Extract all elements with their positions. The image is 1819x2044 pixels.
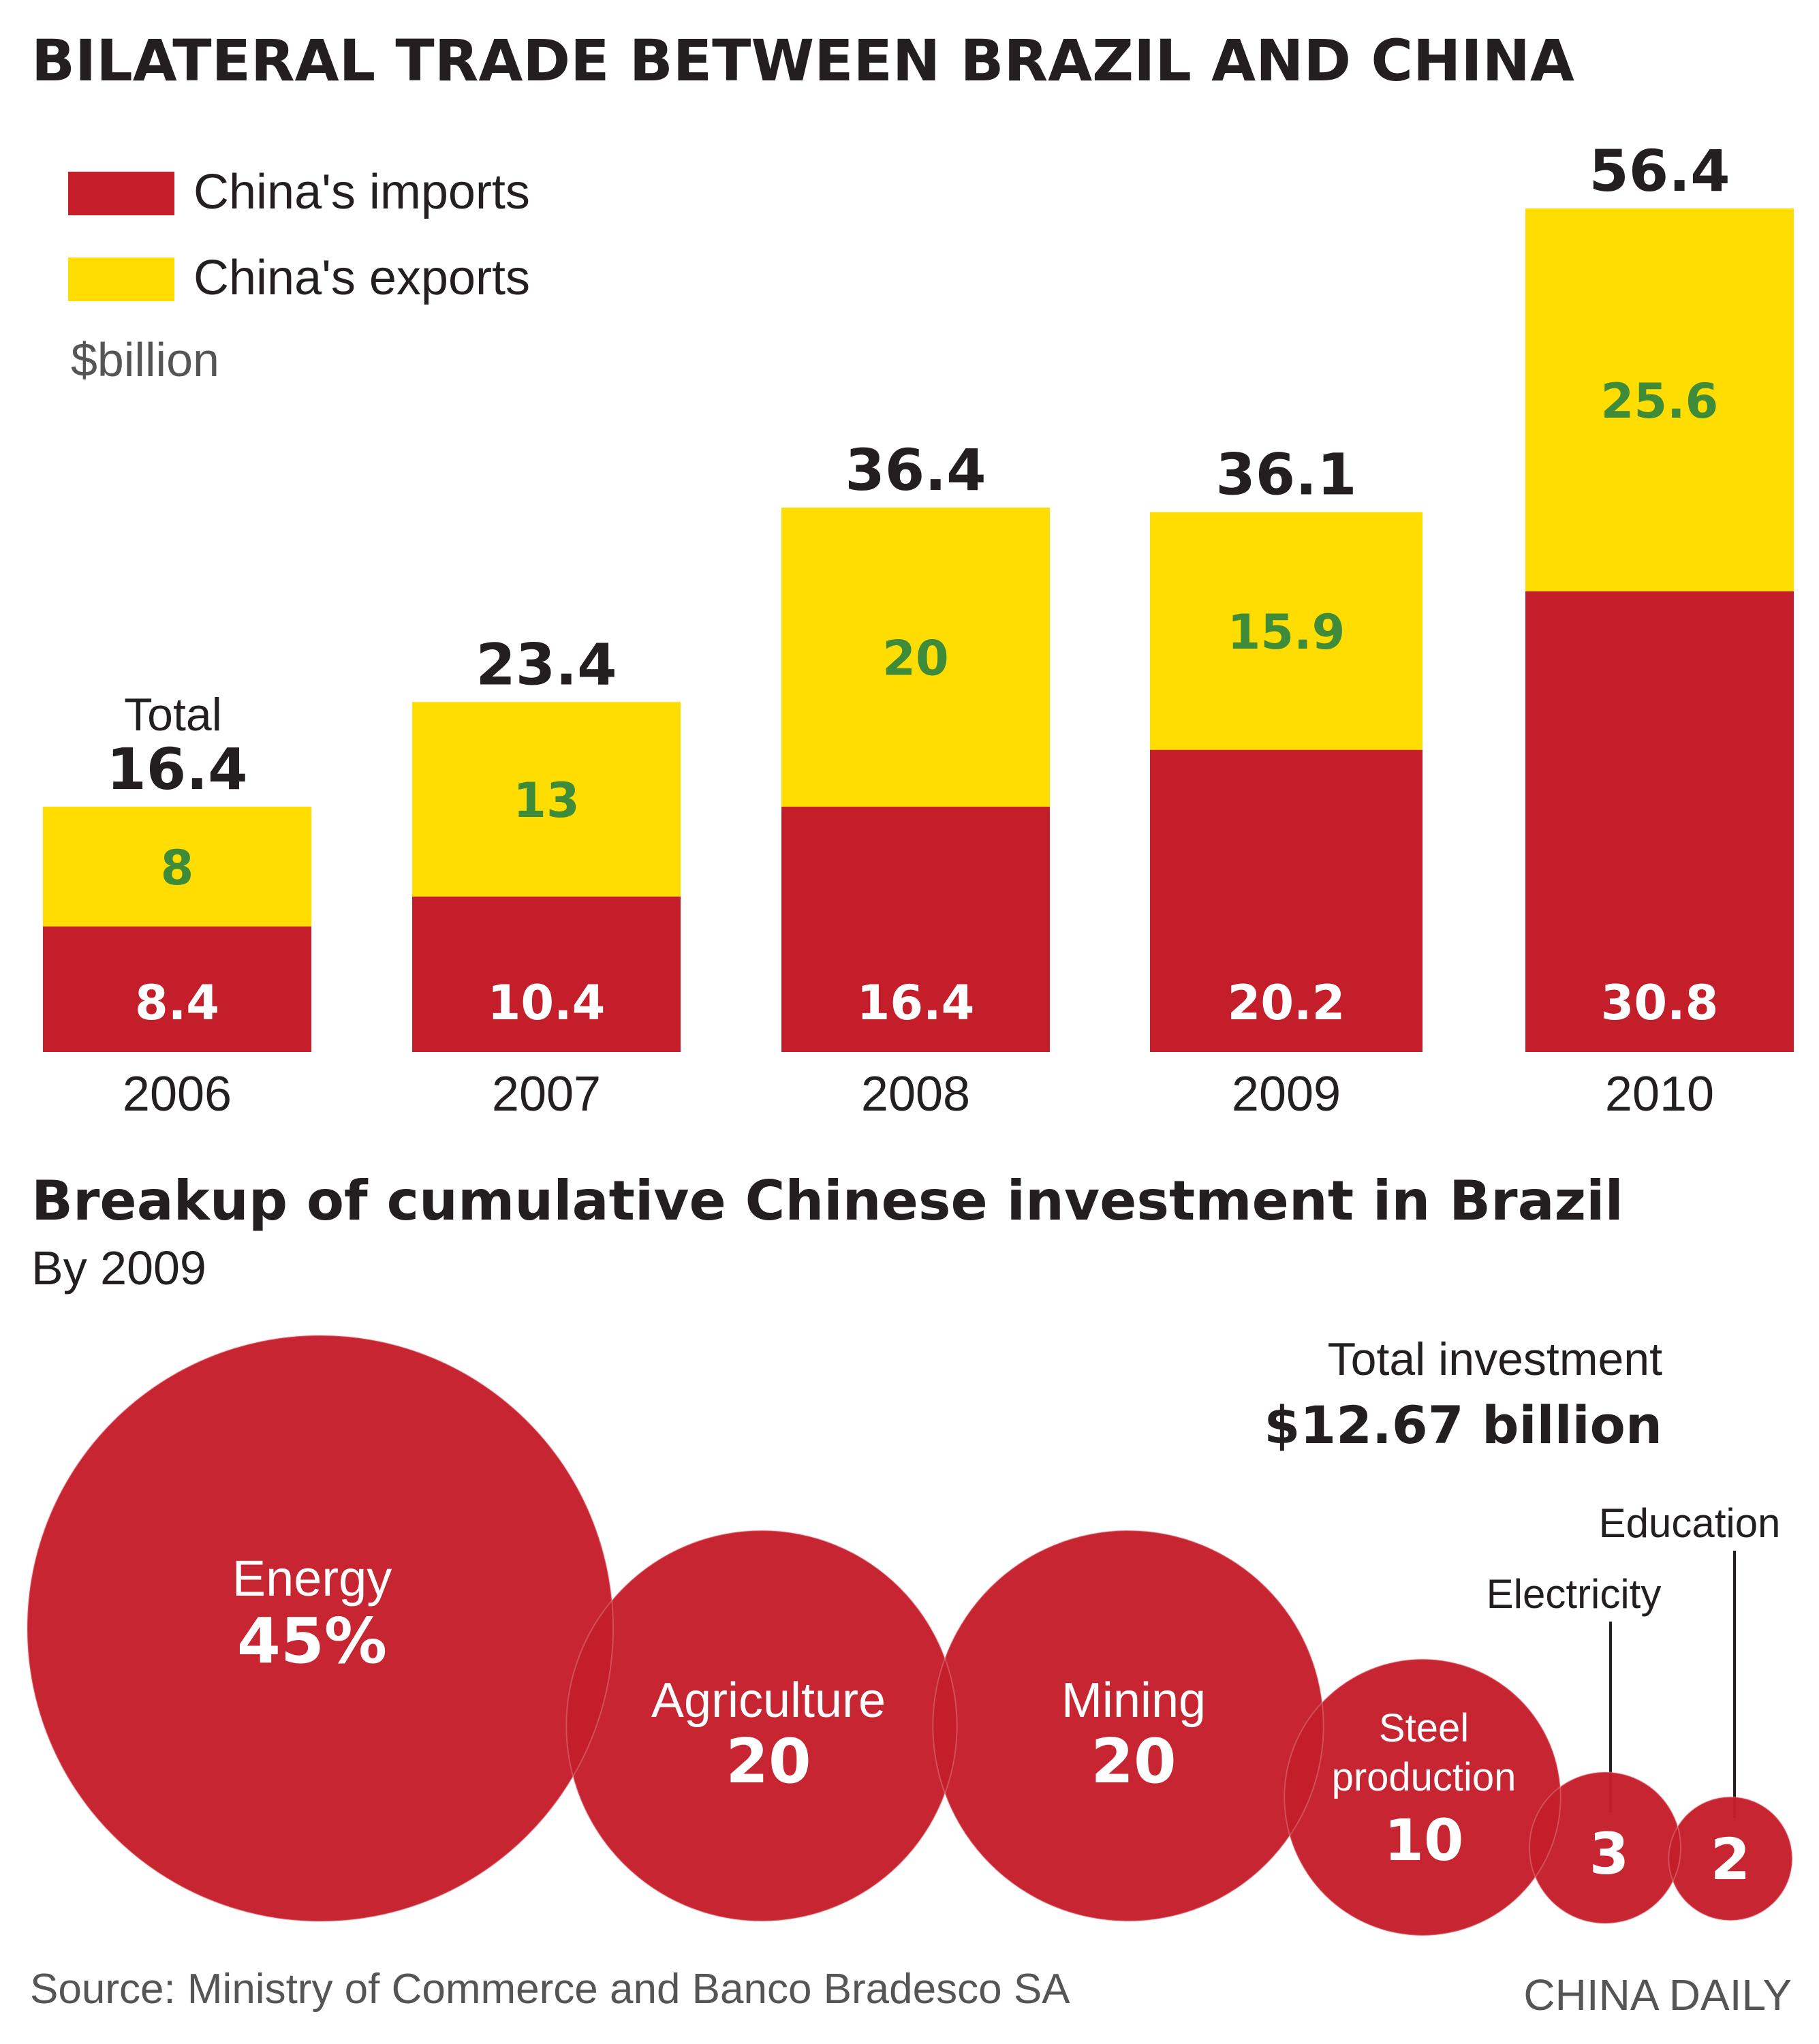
bubble-outline-agriculture — [565, 1530, 958, 1922]
bar-imports-2009 — [1150, 749, 1422, 1052]
value-label-exports-2009: 15.9 — [1228, 604, 1346, 660]
legend: China's imports China's exports $billion — [68, 165, 530, 386]
bubble-outline-steel-production — [1284, 1658, 1561, 1936]
x-tick-label-2009: 2009 — [1232, 1067, 1341, 1121]
total-label-2006: 16.4 — [106, 736, 247, 803]
total-label-2008: 36.4 — [845, 437, 986, 504]
value-label-imports-2007: 10.4 — [488, 975, 606, 1031]
bubble-label-electricity: Electricity — [1487, 1571, 1662, 1617]
bubble-value-mining: 20 — [1091, 1726, 1176, 1797]
value-label-imports-2009: 20.2 — [1228, 975, 1346, 1031]
chart-title: BILATERAL TRADE BETWEEN BRAZIL AND CHINA — [31, 27, 1574, 94]
bubble-label-energy: Energy — [232, 1550, 392, 1607]
legend-label-imports: China's imports — [193, 165, 530, 219]
value-label-exports-2006: 8 — [161, 840, 194, 896]
bubble-value-electricity: 3 — [1589, 1821, 1629, 1887]
value-label-exports-2007: 13 — [513, 773, 579, 829]
value-label-exports-2008: 20 — [882, 631, 948, 687]
bubble-outline-electricity — [1528, 1771, 1682, 1925]
source-note: Source: Ministry of Commerce and Banco B… — [30, 1966, 1070, 2013]
bar-exports-2007 — [412, 702, 681, 897]
bar-exports-2009 — [1150, 512, 1422, 750]
investment-title: Breakup of cumulative Chinese investment… — [31, 1169, 1623, 1233]
x-tick-label-2006: 2006 — [123, 1067, 232, 1121]
bubble-value-energy: 45% — [237, 1605, 387, 1677]
bubble-outline-mining — [932, 1530, 1324, 1922]
total-investment-label: Total investment — [1328, 1333, 1662, 1385]
investment-subtitle: By 2009 — [31, 1241, 206, 1295]
bubble-outline-education — [1668, 1796, 1793, 1921]
bubble-label-mining: Mining — [1061, 1673, 1206, 1728]
bubble-label-education: Education — [1599, 1500, 1781, 1546]
x-tick-label-2008: 2008 — [861, 1067, 970, 1121]
bubble-value-agriculture: 20 — [726, 1726, 811, 1797]
total-label-2010: 56.4 — [1589, 138, 1730, 204]
value-label-exports-2010: 25.6 — [1601, 373, 1719, 429]
value-label-imports-2010: 30.8 — [1601, 975, 1719, 1031]
total-caption: Total — [124, 689, 222, 741]
bubble-education — [1668, 1797, 1792, 1921]
bar-imports-2010 — [1525, 591, 1794, 1052]
bar-imports-2007 — [412, 896, 681, 1052]
bar-chart: 8.4 8 16.4 2006 10.4 13 23.4 2007 16.4 20 36.4 2008… — [43, 138, 1794, 1121]
legend-label-exports: China's exports — [193, 251, 530, 305]
total-investment-value: $12.67 billion — [1264, 1395, 1662, 1455]
bar-exports-2010 — [1525, 208, 1794, 591]
x-tick-label-2010: 2010 — [1605, 1067, 1714, 1121]
bubble-agriculture — [566, 1530, 957, 1921]
credit-label: CHINA DAILY — [1523, 1970, 1792, 2019]
bar-imports-2006 — [43, 926, 311, 1052]
value-label-imports-2008: 16.4 — [857, 975, 975, 1031]
bar-imports-2008 — [781, 807, 1050, 1052]
bubble-energy — [27, 1335, 613, 1921]
value-label-imports-2006: 8.4 — [135, 975, 219, 1031]
x-tick-label-2007: 2007 — [492, 1067, 601, 1121]
bubble-mining — [933, 1530, 1324, 1921]
bubble-value-steel-production: 10 — [1384, 1807, 1464, 1874]
legend-swatch-exports — [68, 258, 174, 301]
unit-label: $billion — [71, 333, 219, 386]
bubble-label-agriculture: Agriculture — [651, 1673, 886, 1728]
legend-swatch-imports — [68, 172, 174, 215]
bar-exports-2008 — [781, 508, 1050, 807]
bubble-electricity — [1529, 1771, 1681, 1924]
bar-exports-2006 — [43, 807, 311, 927]
bubble-steel-production — [1284, 1659, 1561, 1936]
bubble-label-steel-production: Steel production — [1332, 1706, 1517, 1799]
bubble-outline-energy — [27, 1335, 614, 1922]
total-label-2007: 23.4 — [476, 631, 617, 698]
bubble-value-education: 2 — [1711, 1826, 1750, 1893]
total-label-2009: 36.1 — [1215, 442, 1356, 508]
